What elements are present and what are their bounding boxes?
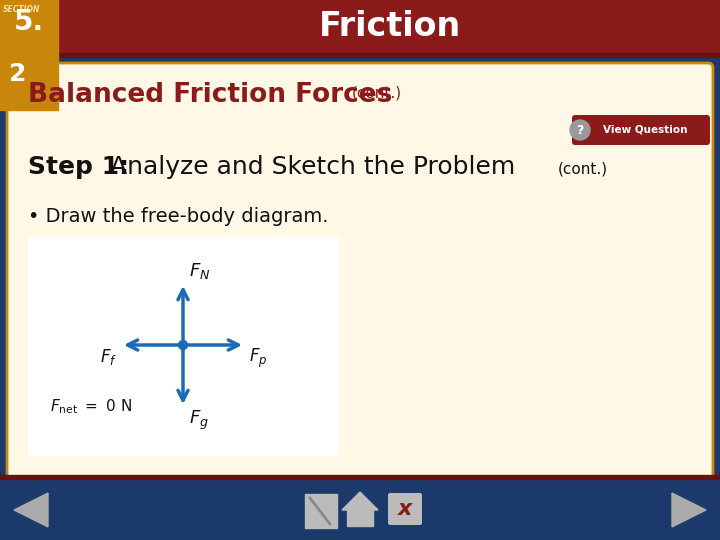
Text: $\mathit{F}_\mathit{f}$: $\mathit{F}_\mathit{f}$ [100,347,117,367]
Bar [28,237,338,455]
Text: 5.: 5. [14,8,44,36]
Polygon shape [305,494,337,528]
Text: (cont.): (cont.) [558,162,608,177]
Bar [0,53,720,57]
Text: $\mathit{F}_\mathit{g}$: $\mathit{F}_\mathit{g}$ [189,409,209,432]
Polygon shape [14,493,48,527]
Bar [0,475,720,479]
Text: SECTION: SECTION [3,5,40,14]
Text: 2: 2 [9,62,27,86]
Text: x: x [398,499,412,519]
Bar [0,0,58,110]
Text: ?: ? [576,124,584,137]
Text: Step 1:: Step 1: [28,155,129,179]
Polygon shape [342,492,378,510]
Bar [0,0,720,55]
Circle shape [179,341,187,349]
Text: $\mathit{F}_\mathit{N}$: $\mathit{F}_\mathit{N}$ [189,261,210,281]
Bar [0,55,720,67]
Text: Friction: Friction [319,10,461,43]
FancyBboxPatch shape [7,63,713,481]
FancyBboxPatch shape [388,493,422,525]
Text: Balanced Friction Forces: Balanced Friction Forces [28,82,392,108]
Text: View Question: View Question [603,125,688,135]
Text: (cont.): (cont.) [352,86,402,101]
Text: $\mathit{F}_\mathrm{net}\ =\ \mathrm{0\ N}$: $\mathit{F}_\mathrm{net}\ =\ \mathrm{0\ … [50,397,132,416]
Text: Analyze and Sketch the Problem: Analyze and Sketch the Problem [110,155,516,179]
Bar [0,477,720,540]
Bar [347,510,373,526]
Circle shape [570,120,590,140]
FancyBboxPatch shape [572,115,710,145]
Text: • Draw the free-body diagram.: • Draw the free-body diagram. [28,207,328,226]
Text: $\mathit{F}_\mathit{p}$: $\mathit{F}_\mathit{p}$ [249,347,267,370]
Polygon shape [672,493,706,527]
